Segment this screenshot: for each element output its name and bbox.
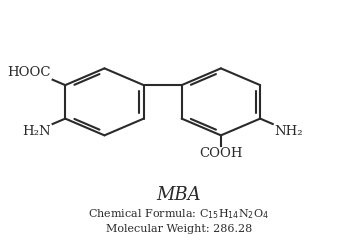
Text: COOH: COOH — [199, 147, 243, 160]
Text: Molecular Weight: 286.28: Molecular Weight: 286.28 — [106, 224, 252, 234]
Text: MBA: MBA — [157, 186, 201, 204]
Text: NH₂: NH₂ — [274, 125, 303, 138]
Text: H₂N: H₂N — [22, 125, 51, 138]
Text: Chemical Formula: C$_{15}$H$_{14}$N$_{2}$O$_{4}$: Chemical Formula: C$_{15}$H$_{14}$N$_{2}… — [88, 207, 269, 221]
Text: HOOC: HOOC — [8, 66, 51, 79]
